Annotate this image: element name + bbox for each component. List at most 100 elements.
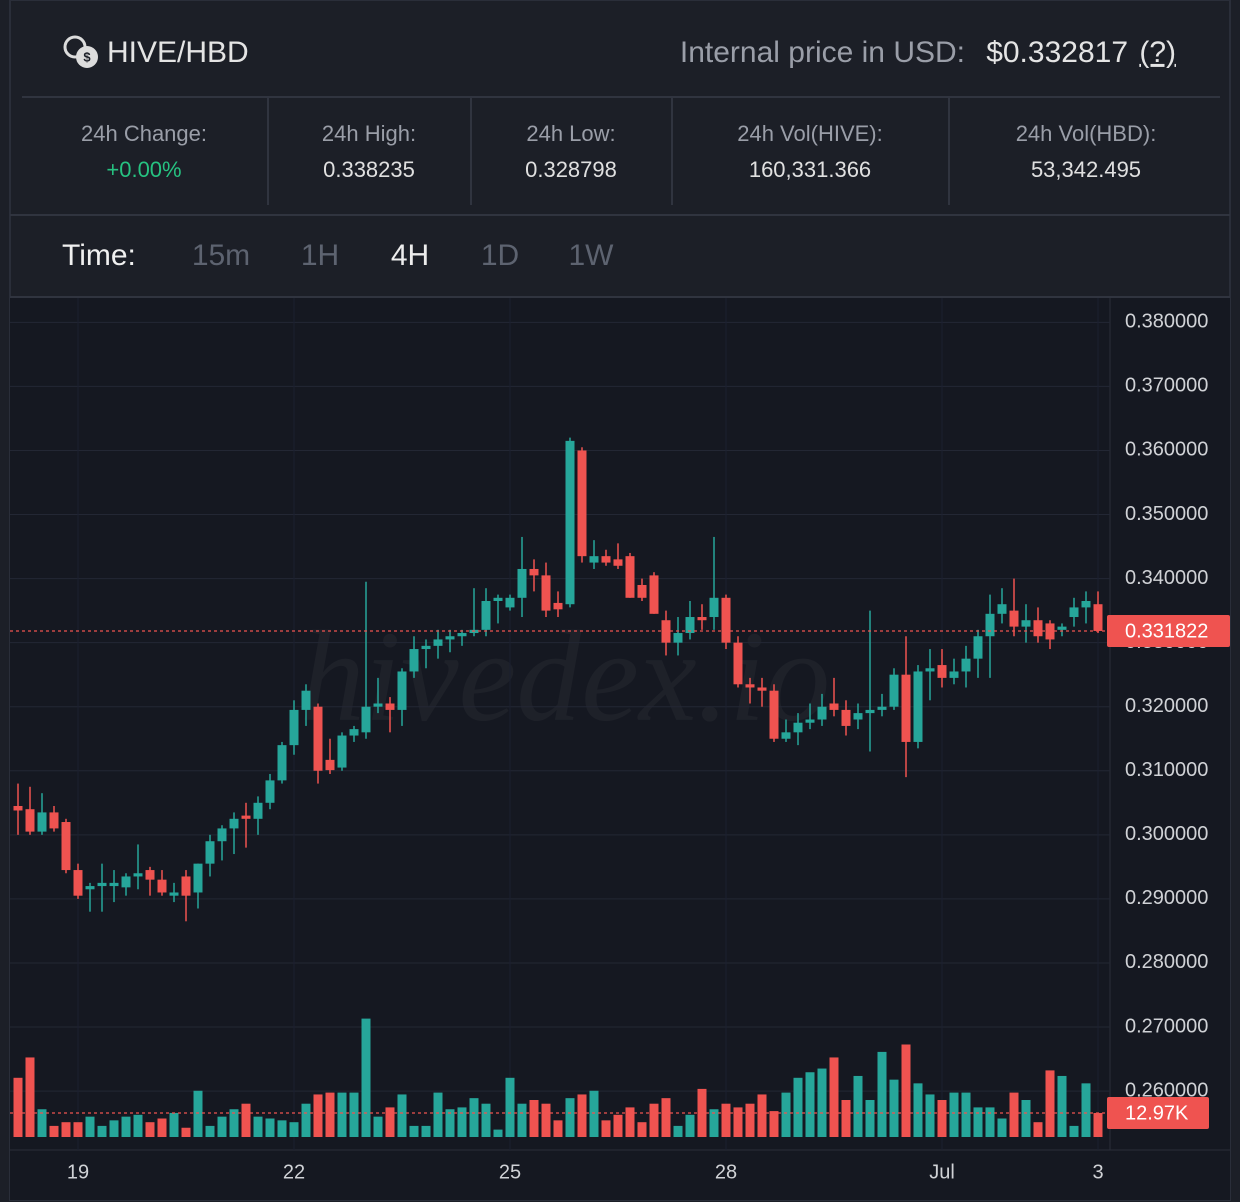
stat-value: 53,342.495 [1031, 157, 1141, 182]
candle-body [961, 658, 971, 672]
volume-bar [961, 1092, 971, 1137]
volume-bar [529, 1100, 539, 1137]
candle-body [637, 584, 647, 598]
candle-body [169, 892, 179, 896]
candle-body [337, 735, 347, 768]
stat-label: 24h High: [322, 121, 416, 146]
volume-bar [409, 1125, 419, 1137]
last-price-box [1107, 614, 1230, 647]
stat-dividers [267, 97, 950, 205]
candle-body [949, 671, 959, 678]
timeframe-option[interactable]: 1W [569, 239, 615, 272]
volume-bar [289, 1122, 299, 1137]
candle-body [853, 713, 863, 720]
y-tick-label: 0.360000 [1125, 439, 1208, 461]
volume-bar [985, 1107, 995, 1137]
candle-body [541, 575, 551, 611]
x-tick-label: 28 [715, 1161, 737, 1183]
volume-bar [505, 1077, 515, 1137]
candle-body [217, 828, 227, 842]
y-tick-label: 0.370000 [1125, 375, 1208, 397]
volume-bar [997, 1118, 1007, 1137]
candle-body [913, 671, 923, 742]
stat-label: 24h Low: [526, 121, 615, 146]
candle-body [49, 812, 59, 829]
volume-bar [661, 1098, 671, 1137]
volume-bar [1009, 1092, 1019, 1137]
candle-body [889, 674, 899, 707]
volume-bar [865, 1100, 875, 1137]
svg-text:$: $ [83, 49, 91, 64]
pair-name: HIVE/HBD [107, 36, 249, 69]
volume-bar [601, 1120, 611, 1137]
candle-body [769, 690, 779, 739]
timeframe-option[interactable]: 4H [391, 239, 429, 272]
time-label: Time: [62, 239, 136, 272]
x-tick-label: 25 [499, 1161, 521, 1183]
candle-body [577, 450, 587, 557]
stat-value: 160,331.366 [749, 157, 871, 182]
volume-bar [553, 1120, 563, 1137]
candle-body [553, 602, 563, 610]
help-link[interactable]: (?) [1139, 36, 1176, 69]
volume-bar [121, 1116, 131, 1137]
volume-bar [169, 1112, 179, 1137]
x-tick-label: Jul [929, 1161, 955, 1183]
volume-bar [433, 1092, 443, 1137]
y-tick-label: 0.300000 [1125, 823, 1208, 845]
volume-bar [61, 1122, 71, 1137]
volume-bar [541, 1103, 551, 1137]
y-tick-label: 0.280000 [1125, 951, 1208, 973]
candle-body [481, 601, 491, 630]
timeframe-option[interactable]: 1H [301, 239, 339, 272]
coins-icon: $ [63, 35, 98, 68]
volume-bar [145, 1122, 155, 1137]
candle-body [241, 815, 251, 819]
volume-bar [625, 1107, 635, 1137]
candle-body [1021, 620, 1031, 627]
volume-bar [421, 1125, 431, 1137]
volume-bar [217, 1116, 227, 1137]
volume-bar [877, 1051, 887, 1137]
candle-body [253, 802, 263, 819]
volume-bar [1057, 1075, 1067, 1137]
y-tick-label: 0.290000 [1125, 887, 1208, 909]
x-tick-label: 22 [283, 1161, 305, 1183]
volume-bar [457, 1107, 467, 1137]
volume-bar [157, 1118, 167, 1137]
candle-body [361, 706, 371, 733]
volume-bar [901, 1044, 911, 1137]
volume-bar [973, 1107, 983, 1137]
candle-body [589, 556, 599, 563]
candle-body [601, 556, 611, 563]
volume-bar [73, 1122, 83, 1137]
candle-body [421, 645, 431, 650]
volume-bar [205, 1125, 215, 1137]
volume-bar [733, 1107, 743, 1137]
volume-bar [277, 1120, 287, 1137]
candle-body [493, 597, 503, 602]
y-tick-label: 0.310000 [1125, 759, 1208, 781]
timeframe-option[interactable]: 1D [481, 239, 519, 272]
candle-body [937, 665, 947, 678]
watermark: hivedex.io [300, 605, 831, 749]
candle-body [409, 649, 419, 672]
volume-bar [709, 1109, 719, 1137]
candle-body [109, 882, 119, 887]
y-tick-label: 0.320000 [1125, 695, 1208, 717]
candle-body [721, 597, 731, 643]
y-tick-label: 0.340000 [1125, 567, 1208, 589]
candle-body [265, 780, 275, 803]
candle-body [13, 805, 23, 811]
volume-bar [397, 1094, 407, 1137]
volume-bar [313, 1094, 323, 1137]
volume-bar [109, 1120, 119, 1137]
timeframe-option[interactable]: 15m [192, 239, 250, 272]
candle-body [697, 617, 707, 621]
volume-bar [673, 1125, 683, 1137]
volume-bar [925, 1094, 935, 1137]
volume-bar [325, 1092, 335, 1137]
candle-body [325, 759, 335, 771]
candle-body [805, 719, 815, 723]
